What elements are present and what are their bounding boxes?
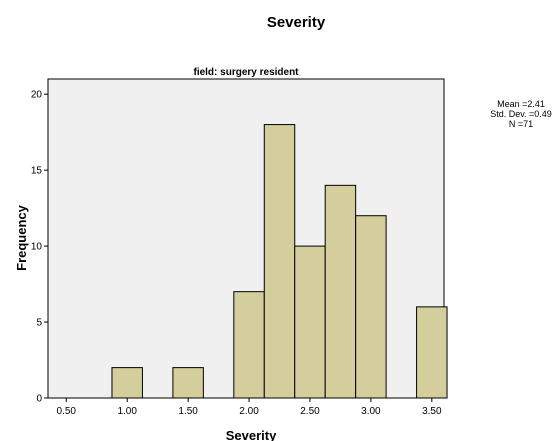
x-tick-label: 2.50 [300, 406, 320, 417]
histogram-bar-3 [263, 124, 296, 399]
histogram-bar-2 [233, 291, 265, 399]
x-axis-ticks: 0.50 1.00 1.50 2.00 2.50 3.00 3.50 [57, 398, 442, 417]
y-tick-label: 20 [31, 90, 43, 101]
x-tick-label: 0.50 [57, 406, 77, 417]
bars-group [111, 124, 448, 399]
y-tick-label: 5 [36, 318, 42, 329]
y-tick-label: 15 [31, 166, 43, 177]
histogram-bar-0 [111, 367, 143, 399]
stat-std-dev: Std. Dev. =0.49 [490, 109, 552, 119]
y-axis-label: Frequency [14, 204, 29, 271]
y-tick-label: 10 [31, 242, 43, 253]
x-tick-label: 1.50 [178, 406, 198, 417]
x-tick-label: 1.00 [117, 406, 137, 417]
panel-subtitle: field: surgery resident [193, 67, 299, 78]
chart-title: Severity [267, 14, 326, 31]
x-tick-label: 3.00 [361, 406, 381, 417]
histogram-bar-8 [416, 306, 448, 399]
stat-mean: Mean =2.41 [497, 99, 545, 109]
histogram-bar-1 [172, 367, 204, 399]
stat-n: N =71 [509, 119, 533, 129]
x-tick-label: 3.50 [422, 406, 442, 417]
x-tick-label: 2.00 [239, 406, 259, 417]
histogram-bar-6 [355, 215, 387, 399]
histogram-bar-4 [294, 245, 326, 399]
y-axis-ticks: 0 5 10 15 20 [31, 90, 48, 405]
x-axis-label: Severity [226, 428, 277, 441]
histogram-bar-5 [324, 184, 357, 399]
y-tick-label: 0 [36, 394, 42, 405]
